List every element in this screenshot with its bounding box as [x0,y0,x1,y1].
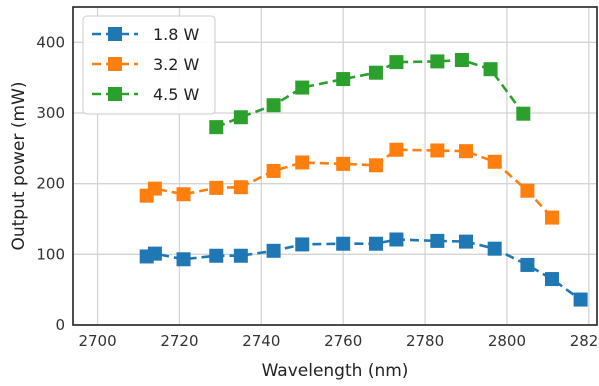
legend-item: 4.5 W [92,85,200,104]
y-tick-label: 300 [36,104,65,122]
series-0 [139,232,588,307]
data-point [233,180,248,195]
y-tick-label: 0 [55,316,65,334]
data-point [295,155,310,170]
data-point [544,210,559,225]
y-tick-label: 200 [36,175,65,193]
series-layer [139,53,588,307]
data-point [430,233,445,248]
data-point [454,53,469,67]
data-point [516,106,531,121]
plot-frame [72,6,598,326]
data-point [147,181,162,196]
data-point [487,154,502,169]
data-point [544,272,559,287]
legend-marker [108,57,122,71]
series-2 [209,53,531,135]
data-point [520,257,535,272]
legend-label: 4.5 W [153,85,200,104]
x-tick-label: 2700 [78,332,116,350]
data-point [520,183,535,198]
data-point [209,180,224,195]
legend-label: 3.2 W [153,55,200,74]
series-1 [139,142,559,225]
data-point [389,55,404,70]
series-line [145,148,553,219]
x-tick-label: 2740 [242,332,280,350]
data-point [573,292,588,307]
legend-marker [108,87,122,101]
series-line [146,238,582,301]
legend-marker [108,27,122,41]
legend-item: 1.8 W [92,25,200,44]
data-point [389,142,404,157]
x-tick-label: 2760 [324,332,362,350]
data-point [176,252,191,267]
data-point [176,187,191,202]
data-point [209,248,224,263]
y-axis-label: Output power (mW) [9,81,29,250]
data-point [266,163,281,178]
data-point [389,232,404,247]
legend-item: 3.2 W [92,55,200,74]
data-point [266,243,281,258]
data-point [266,98,281,113]
legend: 1.8 W 3.2 W 4.5 W [82,15,216,115]
data-point [368,158,383,173]
data-point [368,65,383,80]
x-tick-label: 2780 [406,332,444,350]
data-point [483,62,498,77]
data-point [430,54,445,69]
data-point [233,110,248,125]
y-tick-label: 400 [36,33,65,51]
data-point [459,144,473,159]
legend-label: 1.8 W [153,25,200,44]
data-point [336,156,351,171]
data-point [233,248,248,263]
data-point [209,120,224,135]
data-point [147,246,162,261]
data-point [459,234,473,249]
y-tick-label: 100 [36,245,65,263]
data-point [336,236,351,251]
x-tick-label: 2720 [160,332,198,350]
data-point [295,237,310,252]
data-point [295,80,310,95]
data-point [336,72,351,87]
x-tick-label: 2800 [488,332,526,350]
data-point [430,143,445,158]
x-axis-label: Wavelength (nm) [262,361,409,381]
data-point [487,241,502,256]
data-point [368,236,383,251]
